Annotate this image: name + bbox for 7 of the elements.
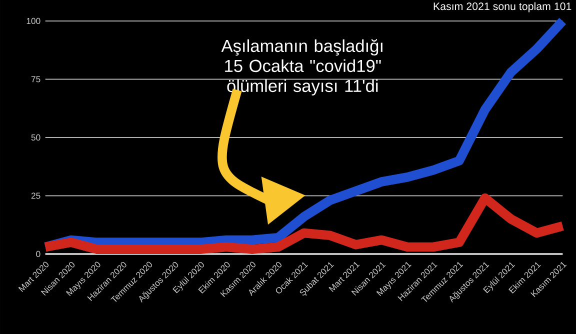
y-tick-label: 25: [31, 192, 40, 199]
y-tick-label: 50: [31, 134, 40, 141]
y-tick-label: 0: [36, 250, 40, 258]
y-tick-label: 75: [31, 76, 40, 82]
y-tick-label: 100: [26, 18, 40, 24]
text: Kasım 2021 sonu toplam 101: [434, 2, 572, 12]
annotation: Aşılamanın başladığı 15 Ocakta "covid19" ölümleri sayısı 11'di: [221, 39, 382, 96]
